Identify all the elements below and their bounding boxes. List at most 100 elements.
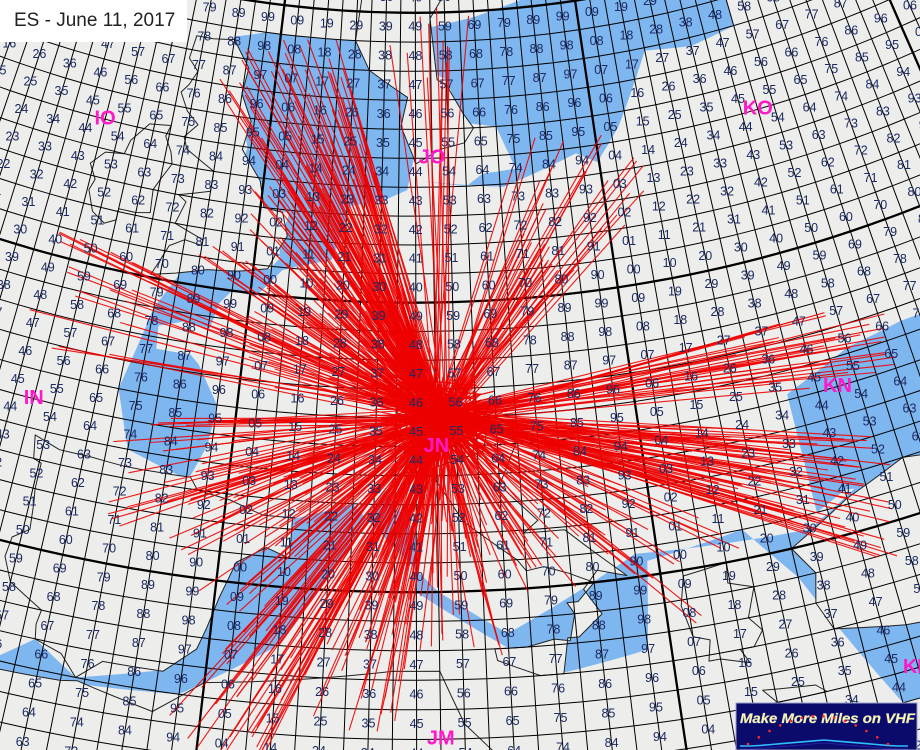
svg-text:85: 85 — [214, 121, 228, 135]
svg-text:16: 16 — [313, 103, 327, 117]
svg-text:61: 61 — [480, 250, 494, 264]
svg-text:18: 18 — [273, 623, 287, 637]
svg-text:64: 64 — [803, 100, 817, 114]
svg-text:87: 87 — [834, 0, 848, 11]
svg-text:05: 05 — [604, 120, 618, 134]
svg-text:59: 59 — [813, 249, 827, 263]
svg-text:71: 71 — [160, 229, 174, 243]
svg-text:98: 98 — [598, 325, 612, 339]
svg-text:11: 11 — [712, 512, 725, 526]
svg-text:65: 65 — [89, 391, 103, 405]
svg-text:06: 06 — [221, 677, 235, 691]
svg-text:54: 54 — [459, 746, 473, 750]
svg-text:17: 17 — [315, 74, 329, 88]
svg-text:60: 60 — [839, 210, 853, 224]
svg-text:03: 03 — [613, 177, 627, 191]
svg-text:68: 68 — [857, 265, 871, 279]
svg-text:43: 43 — [822, 426, 836, 440]
svg-text:KM: KM — [903, 656, 920, 678]
svg-text:00: 00 — [233, 561, 247, 575]
svg-text:15: 15 — [311, 132, 325, 146]
svg-text:98: 98 — [637, 613, 651, 627]
svg-text:98: 98 — [182, 613, 196, 627]
svg-text:22: 22 — [686, 192, 700, 206]
svg-text:88: 88 — [182, 320, 196, 334]
svg-text:26: 26 — [32, 47, 46, 61]
svg-text:94: 94 — [575, 154, 589, 168]
svg-text:37: 37 — [754, 324, 768, 338]
svg-text:71: 71 — [516, 247, 530, 261]
svg-text:21: 21 — [754, 503, 768, 517]
svg-text:89: 89 — [232, 6, 246, 20]
svg-text:87: 87 — [564, 358, 578, 372]
svg-text:47: 47 — [792, 315, 806, 329]
svg-text:73: 73 — [64, 745, 78, 750]
svg-text:19: 19 — [722, 569, 736, 583]
svg-text:15: 15 — [288, 420, 302, 434]
svg-text:14: 14 — [309, 161, 323, 175]
svg-text:63: 63 — [812, 128, 826, 142]
svg-text:76: 76 — [528, 391, 542, 405]
svg-text:03: 03 — [272, 187, 286, 201]
svg-text:72: 72 — [854, 144, 868, 158]
svg-text:62: 62 — [821, 155, 835, 169]
svg-text:53: 53 — [36, 438, 50, 452]
svg-text:14: 14 — [641, 143, 655, 157]
svg-text:99: 99 — [595, 297, 609, 311]
svg-text:50: 50 — [16, 523, 30, 537]
svg-text:92: 92 — [583, 211, 597, 225]
svg-text:29: 29 — [320, 597, 334, 611]
svg-text:92: 92 — [622, 497, 636, 511]
svg-text:38: 38 — [748, 296, 762, 310]
svg-text:81: 81 — [897, 158, 911, 172]
svg-text:KO: KO — [743, 98, 773, 120]
svg-text:52: 52 — [29, 466, 43, 480]
svg-text:12: 12 — [282, 507, 296, 521]
svg-text:75: 75 — [506, 132, 520, 146]
svg-text:59: 59 — [446, 309, 460, 323]
svg-text:19: 19 — [297, 305, 311, 319]
svg-text:03: 03 — [242, 474, 256, 488]
svg-text:82: 82 — [579, 502, 593, 516]
svg-text:02: 02 — [664, 491, 678, 505]
svg-text:01: 01 — [236, 532, 250, 546]
svg-text:51: 51 — [453, 540, 467, 554]
svg-text:46: 46 — [409, 107, 423, 121]
svg-text:67: 67 — [775, 18, 789, 32]
svg-text:16: 16 — [268, 682, 282, 696]
svg-text:42: 42 — [409, 512, 423, 526]
svg-text:35: 35 — [369, 424, 383, 438]
svg-text:67: 67 — [486, 365, 500, 379]
svg-text:80: 80 — [586, 560, 600, 574]
svg-text:04: 04 — [608, 149, 622, 163]
svg-text:75: 75 — [75, 686, 89, 700]
svg-text:56: 56 — [449, 395, 463, 409]
svg-text:90: 90 — [591, 268, 605, 282]
svg-text:JN: JN — [424, 435, 450, 457]
svg-text:59: 59 — [454, 598, 468, 612]
svg-text:83: 83 — [576, 473, 590, 487]
svg-text:54: 54 — [111, 130, 125, 144]
svg-text:58: 58 — [439, 48, 453, 62]
svg-text:04: 04 — [654, 433, 668, 447]
svg-text:62: 62 — [71, 476, 85, 490]
svg-text:77: 77 — [549, 652, 563, 666]
svg-text:05: 05 — [915, 25, 920, 39]
svg-text:97: 97 — [602, 354, 616, 368]
svg-text:80: 80 — [908, 185, 920, 199]
svg-text:04: 04 — [275, 158, 289, 172]
svg-text:61: 61 — [125, 222, 139, 236]
svg-text:96: 96 — [606, 382, 620, 396]
svg-text:29: 29 — [349, 18, 363, 32]
svg-text:78: 78 — [523, 333, 537, 347]
svg-text:85: 85 — [601, 706, 615, 720]
svg-text:74: 74 — [556, 740, 570, 750]
svg-text:73: 73 — [171, 172, 185, 186]
svg-text:99: 99 — [223, 297, 237, 311]
svg-text:62: 62 — [494, 509, 508, 523]
svg-text:78: 78 — [91, 599, 105, 613]
svg-text:91: 91 — [587, 239, 601, 253]
svg-text:74: 74 — [532, 448, 546, 462]
svg-text:76: 76 — [187, 87, 201, 101]
svg-text:37: 37 — [370, 367, 384, 381]
